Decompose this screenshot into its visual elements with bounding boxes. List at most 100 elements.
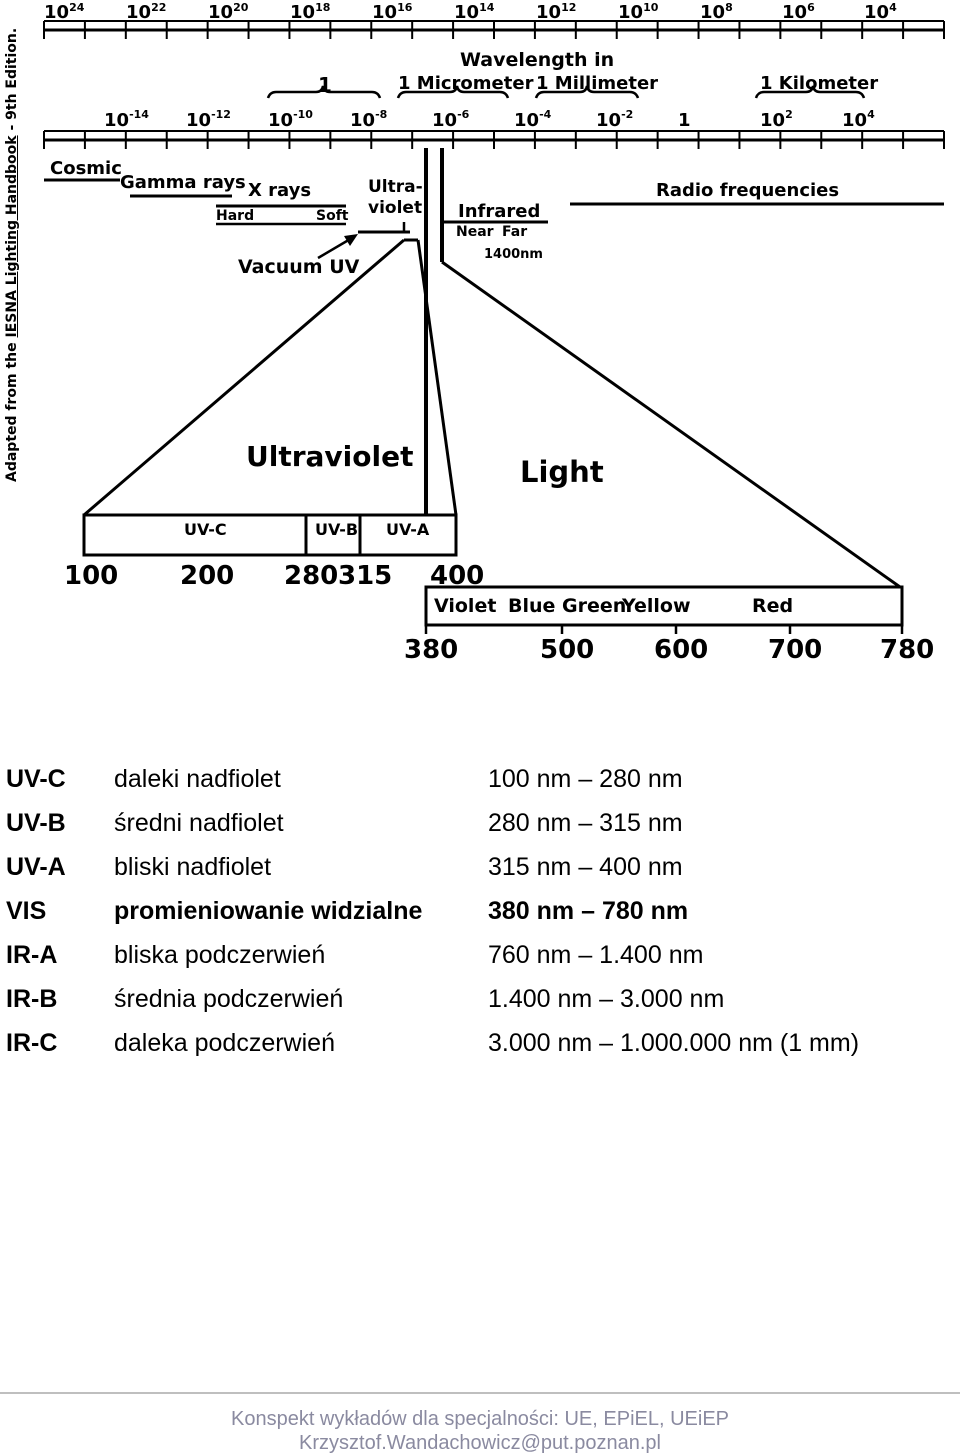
uv-scale-label: 100 xyxy=(64,561,118,591)
wavelength-tick-exponent: -12 xyxy=(211,108,231,121)
uv-scale-label: 315 xyxy=(338,561,392,591)
light-funnel-right xyxy=(441,260,901,589)
freq-tick-exponent: 12 xyxy=(561,1,576,14)
freq-tick-exponent: 20 xyxy=(233,1,249,14)
definition-row: IR-A bliska podczerwień 760 nm – 1.400 nm xyxy=(6,941,946,985)
spectrum-diagram: 1024 1022 1020 1018 1016 1014 1012 1010 108 106 10… xyxy=(43,1,945,665)
definition-range: 280 nm – 315 nm xyxy=(488,809,683,837)
color-label: Violet xyxy=(434,595,496,617)
brace-millimeter xyxy=(534,85,640,99)
wavelength-tick-exponent: 4 xyxy=(867,108,875,121)
wavelength-tick-exponent: -14 xyxy=(129,108,149,121)
wavelength-tick-label: 10-4 xyxy=(514,108,552,131)
label-1400nm: 1400nm xyxy=(484,247,543,262)
definition-row: UV-A bliski nadfiolet 315 nm – 400 nm xyxy=(6,853,946,897)
definition-row: IR-C daleka podczerwień 3.000 nm – 1.000.0… xyxy=(6,1029,946,1073)
wavelength-tick-exponent: -10 xyxy=(293,108,313,121)
freq-tick-exponent: 18 xyxy=(315,1,330,14)
freq-tick-exponent: 6 xyxy=(807,1,815,14)
label-gamma-rays: Gamma rays xyxy=(120,172,246,193)
freq-tick-label: 1020 xyxy=(208,1,249,23)
freq-tick-label: 1018 xyxy=(290,1,330,23)
footer-course: Konspekt wykładów dla specjalności: UE, … xyxy=(230,1408,729,1430)
definition-range: 100 nm – 280 nm xyxy=(488,765,683,793)
unit-millimeter: 1 Millimeter xyxy=(536,73,658,94)
freq-tick-exponent: 14 xyxy=(479,1,495,14)
wavelength-tick-exponent: -6 xyxy=(457,108,470,121)
footer-divider xyxy=(0,1392,960,1394)
definitions-table: UV-C daleki nadfiolet 100 nm – 280 nm UV-B ś… xyxy=(6,765,946,1073)
freq-tick-label: 1024 xyxy=(44,1,85,23)
freq-tick-label: 1010 xyxy=(618,1,659,23)
label-light: Light xyxy=(520,455,604,489)
source-note: Adapted from the IESNA Lighting Handbook… xyxy=(4,28,20,482)
visible-scale: 380 500 600 700 780 xyxy=(404,625,934,665)
definition-description: bliska podczerwień xyxy=(114,941,326,969)
freq-tick-label: 1012 xyxy=(536,1,576,23)
wavelength-tick-label: 10-2 xyxy=(596,108,633,131)
definition-code: UV-C xyxy=(6,765,66,793)
freq-tick-exponent: 22 xyxy=(151,1,166,14)
footer-email: Krzysztof.Wandachowicz@put.poznan.pl xyxy=(299,1432,661,1454)
definition-code: UV-B xyxy=(6,809,66,837)
definition-row: UV-B średni nadfiolet 280 nm – 315 nm xyxy=(6,809,946,853)
definition-row: IR-B średnia podczerwień 1.400 nm – 3.000 … xyxy=(6,985,946,1029)
wavelength-tick-exponent: 2 xyxy=(785,108,793,121)
definition-code: IR-A xyxy=(6,941,58,969)
frequency-scale: 1024 1022 1020 1018 1016 1014 1012 1010 108 106 10… xyxy=(43,1,945,39)
label-uv-c: UV-C xyxy=(184,520,227,539)
freq-tick-label: 104 xyxy=(864,1,897,23)
definition-range: 315 nm – 400 nm xyxy=(488,853,683,881)
freq-tick-exponent: 8 xyxy=(725,1,733,14)
color-label: Blue xyxy=(508,595,555,617)
wavelength-tick-exponent: -4 xyxy=(539,108,552,121)
visible-scale-label: 500 xyxy=(540,635,594,665)
color-label: Red xyxy=(752,595,793,617)
wavelength-tick-label: 10-6 xyxy=(432,108,470,131)
freq-tick-label: 106 xyxy=(782,1,815,23)
wavelength-tick-label: 102 xyxy=(760,108,793,131)
source-suffix: - 9th Edition. xyxy=(4,27,20,136)
uv-zoom-bar xyxy=(82,513,458,557)
label-near: Near xyxy=(456,224,494,240)
freq-tick-exponent: 16 xyxy=(397,1,413,14)
brace-micrometer xyxy=(396,85,510,99)
visible-scale-label: 600 xyxy=(654,635,708,665)
definition-range: 380 nm – 780 nm xyxy=(488,897,689,925)
definition-code: VIS xyxy=(6,897,47,925)
brace-kilometer xyxy=(754,85,866,99)
label-far: Far xyxy=(502,224,527,240)
wavelength-tick-label: 1 xyxy=(678,110,691,131)
freq-tick-label: 108 xyxy=(700,1,733,23)
vacuum-uv-arrowhead xyxy=(344,234,358,246)
unit-micrometer: 1 Micrometer xyxy=(398,73,534,94)
label-cosmic: Cosmic xyxy=(50,158,122,179)
uv-funnel-right xyxy=(416,239,458,516)
wavelength-tick-exponent: -8 xyxy=(375,108,387,121)
definition-range: 1.400 nm – 3.000 nm xyxy=(488,985,725,1013)
freq-tick-exponent: 24 xyxy=(69,1,85,14)
definition-description: średni nadfiolet xyxy=(114,809,284,837)
definition-description: bliski nadfiolet xyxy=(114,853,272,881)
color-label: Green xyxy=(562,595,626,617)
label-uv-a: UV-A xyxy=(386,520,430,539)
freq-tick-exponent: 10 xyxy=(643,1,659,14)
unit-kilometer: 1 Kilometer xyxy=(760,73,878,94)
wavelength-scale: 10-14 10-12 10-10 10-8 10-6 10-4 10-2 1 102 104 xyxy=(43,108,945,149)
source-title: IESNA Lighting Handbook xyxy=(4,135,20,338)
freq-tick-label: 1014 xyxy=(454,1,495,23)
definition-code: UV-A xyxy=(6,853,66,881)
definition-description: średnia podczerwień xyxy=(114,985,344,1013)
label-ultra: Ultra- xyxy=(368,177,423,197)
label-vacuum-uv: Vacuum UV xyxy=(238,256,360,278)
label-soft: Soft xyxy=(316,208,349,224)
uv-scale-label: 200 xyxy=(180,561,234,591)
definition-description: daleka podczerwień xyxy=(114,1029,335,1057)
visible-zoom-bar xyxy=(424,585,904,627)
label-ultraviolet: Ultraviolet xyxy=(246,440,413,473)
visible-scale-label: 780 xyxy=(880,635,934,665)
uv-funnel-left xyxy=(83,238,405,517)
definition-description: promieniowanie widzialne xyxy=(114,897,423,925)
label-x-rays: X rays xyxy=(248,180,311,201)
